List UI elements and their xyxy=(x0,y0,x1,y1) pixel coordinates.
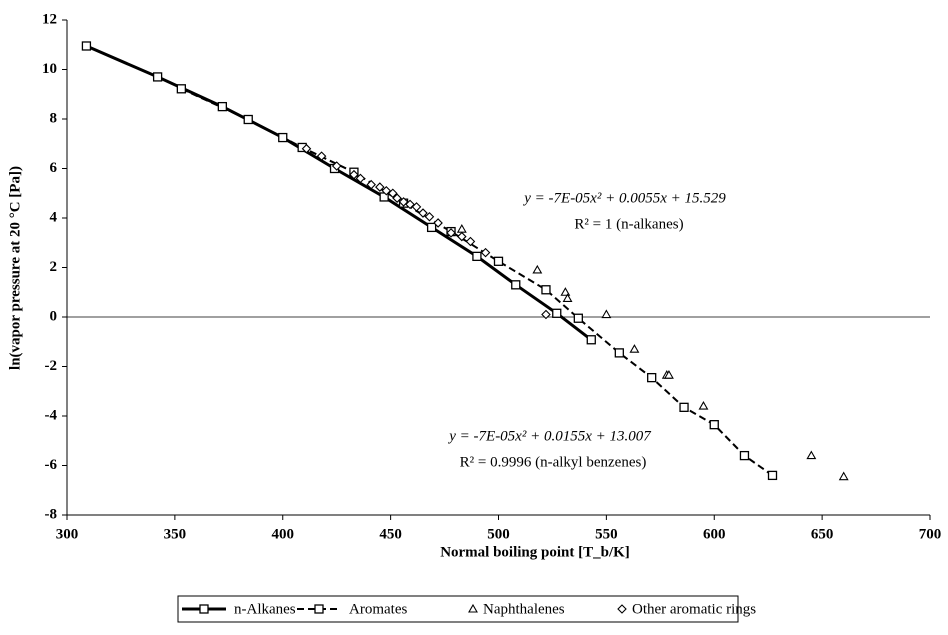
x-tick-label: 500 xyxy=(487,526,510,542)
point xyxy=(278,132,288,143)
point xyxy=(838,471,849,481)
point xyxy=(586,335,596,345)
point xyxy=(465,236,476,247)
point xyxy=(663,370,674,379)
point xyxy=(426,222,437,233)
point xyxy=(398,197,409,207)
point xyxy=(381,185,392,196)
point xyxy=(349,169,359,180)
point xyxy=(679,402,689,412)
point xyxy=(614,348,624,358)
x-tick-label: 350 xyxy=(164,526,187,542)
point xyxy=(457,231,467,242)
point xyxy=(366,179,376,190)
point xyxy=(601,309,612,319)
point xyxy=(560,287,571,296)
point xyxy=(388,188,398,199)
annotation: y = -7E-05x² + 0.0155x + 13.007 xyxy=(447,428,652,444)
annotation: y = -7E-05x² + 0.0055x + 15.529 xyxy=(522,190,726,206)
legend-marker xyxy=(199,604,209,614)
point xyxy=(411,202,422,212)
point xyxy=(806,450,817,460)
point xyxy=(152,72,163,82)
x-axis-label: Normal boiling point [T_b/K] xyxy=(440,544,630,560)
point xyxy=(217,101,227,112)
point xyxy=(493,256,504,266)
point xyxy=(709,420,719,430)
point xyxy=(375,182,385,192)
point xyxy=(629,344,640,353)
y-tick-label: 12 xyxy=(42,11,57,27)
point xyxy=(541,309,551,320)
point xyxy=(573,313,583,323)
point xyxy=(446,228,456,238)
point xyxy=(456,224,467,233)
point xyxy=(562,293,573,302)
y-tick-label: 8 xyxy=(50,110,58,126)
point xyxy=(433,218,443,228)
y-tick-label: 10 xyxy=(42,61,57,77)
point xyxy=(698,400,709,410)
legend-label: Naphthalenes xyxy=(483,601,565,617)
x-tick-label: 650 xyxy=(811,526,834,542)
point xyxy=(316,151,327,161)
point xyxy=(392,193,402,203)
point xyxy=(405,199,415,210)
point xyxy=(301,143,312,154)
y-tick-label: 6 xyxy=(50,160,58,176)
legend-label: Aromates xyxy=(349,601,407,617)
y-tick-label: -6 xyxy=(45,457,58,473)
legend-label: n-Alkanes xyxy=(234,601,296,617)
point xyxy=(331,161,342,171)
y-tick-label: 2 xyxy=(50,259,58,275)
point xyxy=(532,264,543,274)
point xyxy=(81,41,92,51)
legend-marker xyxy=(314,604,324,614)
point xyxy=(552,308,562,318)
y-tick-label: -2 xyxy=(45,358,58,374)
point xyxy=(480,247,491,258)
y-axis-label: ln(vapor pressure at 20 °C [Pa]) xyxy=(7,166,23,370)
point xyxy=(767,470,778,481)
point xyxy=(739,450,750,461)
series-line xyxy=(85,44,593,341)
point xyxy=(355,173,366,184)
legend-box xyxy=(177,595,739,623)
y-tick-label: -8 xyxy=(45,506,58,522)
x-tick-label: 550 xyxy=(595,526,618,542)
point xyxy=(511,280,521,290)
x-tick-label: 700 xyxy=(919,526,942,542)
x-tick-label: 300 xyxy=(56,526,79,542)
point xyxy=(243,114,253,125)
legend-marker xyxy=(468,603,478,613)
x-tick-label: 600 xyxy=(703,526,726,542)
y-tick-label: 0 xyxy=(50,308,58,324)
y-tick-label: -4 xyxy=(45,407,58,423)
x-tick-label: 450 xyxy=(379,526,402,542)
annotation: R² = 1 (n-alkanes) xyxy=(574,216,683,232)
series-line xyxy=(180,87,774,477)
point xyxy=(424,211,435,222)
point xyxy=(541,285,551,295)
legend-marker xyxy=(617,604,627,614)
point xyxy=(176,84,186,94)
legend-label: Other aromatic rings xyxy=(632,601,756,617)
point xyxy=(647,372,657,383)
x-tick-label: 400 xyxy=(272,526,295,542)
point xyxy=(472,251,482,262)
point xyxy=(418,208,428,218)
y-tick-label: 4 xyxy=(50,209,58,225)
annotation: R² = 0.9996 (n-alkyl benzenes) xyxy=(460,454,647,470)
